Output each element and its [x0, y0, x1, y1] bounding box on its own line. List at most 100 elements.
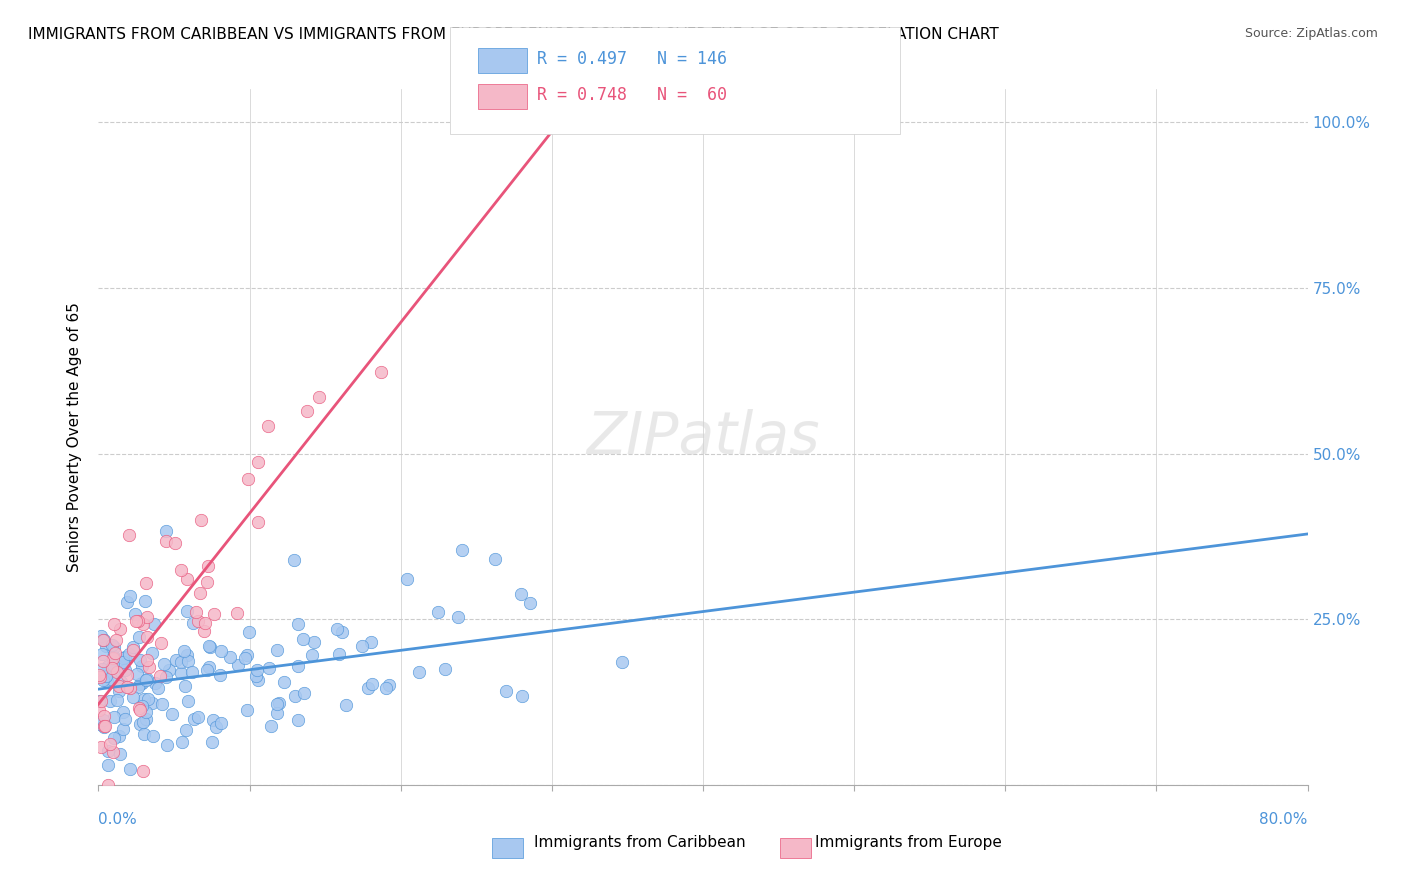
Point: [111, 722, 134, 736]
Point: [181, 615, 204, 630]
Point: [128, 703, 150, 717]
Point: [132, 764, 155, 779]
Point: [105, 664, 128, 678]
Point: [170, 735, 193, 749]
Point: [94, 639, 117, 653]
Point: [361, 677, 384, 691]
Point: [132, 727, 155, 741]
Point: [96, 669, 118, 683]
Point: [236, 472, 259, 486]
Point: [135, 712, 157, 726]
Point: [370, 365, 392, 379]
Point: [132, 617, 155, 632]
Text: Immigrants from Caribbean: Immigrants from Caribbean: [534, 836, 747, 850]
Point: [395, 572, 418, 586]
Point: [287, 659, 309, 673]
Point: [267, 696, 290, 710]
Point: [108, 729, 131, 743]
Point: [115, 668, 138, 682]
Point: [122, 640, 145, 654]
Point: [90, 694, 112, 708]
Point: [93, 654, 115, 668]
Point: [304, 635, 326, 649]
Point: [142, 616, 165, 631]
Point: [176, 572, 198, 586]
Text: Source: ZipAtlas.com: Source: ZipAtlas.com: [1244, 27, 1378, 40]
Point: [209, 715, 232, 730]
Point: [87, 703, 110, 717]
Point: [201, 714, 224, 728]
Point: [97, 778, 120, 792]
Point: [209, 644, 232, 658]
Point: [118, 762, 141, 776]
Point: [173, 679, 195, 693]
Point: [128, 700, 150, 714]
Point: [176, 648, 198, 663]
Point: [118, 647, 141, 661]
Point: [184, 605, 207, 619]
Point: [125, 667, 148, 681]
Point: [131, 699, 153, 714]
Point: [91, 647, 114, 661]
Point: [155, 524, 177, 538]
Point: [134, 594, 156, 608]
Point: [118, 590, 141, 604]
Point: [97, 744, 120, 758]
Point: [91, 713, 114, 727]
Point: [194, 615, 217, 630]
Point: [135, 575, 157, 590]
Point: [98, 738, 121, 752]
Point: [128, 653, 150, 667]
Point: [96, 673, 118, 688]
Point: [103, 640, 125, 655]
Point: [150, 697, 173, 711]
Point: [149, 669, 172, 683]
Y-axis label: Seniors Poverty Over the Age of 65: Seniors Poverty Over the Age of 65: [67, 302, 83, 572]
Point: [122, 690, 145, 705]
Point: [301, 648, 323, 662]
Point: [127, 680, 149, 694]
Point: [111, 705, 134, 719]
Text: Immigrants from Europe: Immigrants from Europe: [815, 836, 1002, 850]
Text: IMMIGRANTS FROM CARIBBEAN VS IMMIGRANTS FROM EUROPE SENIORS POVERTY OVER THE AGE: IMMIGRANTS FROM CARIBBEAN VS IMMIGRANTS …: [28, 27, 998, 42]
Point: [97, 758, 120, 772]
Point: [451, 542, 474, 557]
Point: [352, 639, 374, 653]
Point: [114, 663, 136, 677]
Point: [93, 720, 115, 734]
Point: [187, 614, 209, 628]
Point: [124, 607, 146, 621]
Point: [247, 455, 270, 469]
Point: [128, 630, 150, 644]
Point: [101, 661, 124, 675]
Point: [101, 638, 124, 652]
Text: R = 0.748   N =  60: R = 0.748 N = 60: [537, 86, 727, 103]
Point: [155, 669, 177, 683]
Point: [103, 710, 125, 724]
Point: [132, 714, 155, 729]
Point: [218, 650, 240, 665]
Point: [127, 615, 149, 629]
Point: [103, 649, 125, 664]
Point: [495, 684, 517, 698]
Point: [150, 636, 173, 650]
Point: [377, 678, 399, 692]
Point: [157, 663, 180, 677]
Point: [135, 673, 157, 688]
Point: [519, 596, 541, 610]
Point: [283, 553, 305, 567]
Point: [266, 643, 288, 657]
Point: [260, 719, 283, 733]
Point: [328, 647, 350, 661]
Point: [360, 635, 382, 649]
Point: [108, 679, 131, 693]
Point: [121, 642, 143, 657]
Point: [612, 655, 634, 669]
Point: [101, 651, 124, 665]
Point: [447, 610, 470, 624]
Point: [484, 552, 506, 566]
Point: [198, 640, 221, 654]
Point: [142, 729, 165, 743]
Point: [170, 665, 193, 680]
Point: [256, 418, 278, 433]
